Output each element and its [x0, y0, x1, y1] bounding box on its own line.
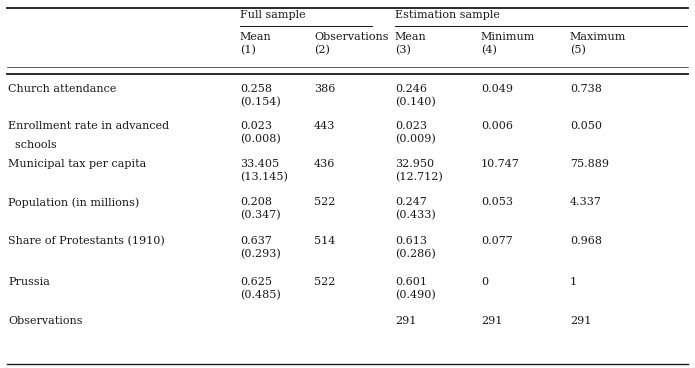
- Text: 0.968: 0.968: [570, 236, 602, 246]
- Text: 0.006: 0.006: [481, 121, 513, 131]
- Text: Observations
(2): Observations (2): [314, 32, 389, 56]
- Text: 0.625
(0.485): 0.625 (0.485): [240, 277, 281, 300]
- Text: 32.950
(12.712): 32.950 (12.712): [395, 159, 443, 182]
- Text: 0.023
(0.008): 0.023 (0.008): [240, 121, 281, 144]
- Text: 436: 436: [314, 159, 336, 169]
- Text: 514: 514: [314, 236, 336, 246]
- Text: 291: 291: [481, 316, 502, 326]
- Text: 0.077: 0.077: [481, 236, 513, 246]
- Text: schools: schools: [8, 140, 57, 150]
- Text: 0.601
(0.490): 0.601 (0.490): [395, 277, 436, 300]
- Text: 0.023
(0.009): 0.023 (0.009): [395, 121, 436, 144]
- Text: 0.637
(0.293): 0.637 (0.293): [240, 236, 281, 259]
- Text: 4.337: 4.337: [570, 197, 602, 207]
- Text: 0.246
(0.140): 0.246 (0.140): [395, 84, 436, 107]
- Text: 443: 443: [314, 121, 336, 131]
- Text: Population (in millions): Population (in millions): [8, 197, 140, 208]
- Text: 0.613
(0.286): 0.613 (0.286): [395, 236, 436, 259]
- Text: Full sample: Full sample: [240, 10, 305, 20]
- Text: Municipal tax per capita: Municipal tax per capita: [8, 159, 147, 169]
- Text: 291: 291: [570, 316, 591, 326]
- Text: 0: 0: [481, 277, 488, 287]
- Text: 522: 522: [314, 197, 336, 207]
- Text: 1: 1: [570, 277, 577, 287]
- Text: Share of Protestants (1910): Share of Protestants (1910): [8, 236, 165, 247]
- Text: Maximum
(5): Maximum (5): [570, 32, 626, 56]
- Text: 0.738: 0.738: [570, 84, 602, 93]
- Text: 0.049: 0.049: [481, 84, 513, 93]
- Text: Minimum
(4): Minimum (4): [481, 32, 535, 56]
- Text: 0.247
(0.433): 0.247 (0.433): [395, 197, 436, 220]
- Text: Observations: Observations: [8, 316, 83, 326]
- Text: 0.208
(0.347): 0.208 (0.347): [240, 197, 280, 220]
- Text: Enrollment rate in advanced: Enrollment rate in advanced: [8, 121, 170, 131]
- Text: Church attendance: Church attendance: [8, 84, 117, 93]
- Text: 33.405
(13.145): 33.405 (13.145): [240, 159, 288, 182]
- Text: 291: 291: [395, 316, 416, 326]
- Text: 0.053: 0.053: [481, 197, 513, 207]
- Text: Mean
(1): Mean (1): [240, 32, 272, 56]
- Text: 522: 522: [314, 277, 336, 287]
- Text: 0.258
(0.154): 0.258 (0.154): [240, 84, 281, 107]
- Text: 75.889: 75.889: [570, 159, 609, 169]
- Text: Estimation sample: Estimation sample: [395, 10, 500, 20]
- Text: 386: 386: [314, 84, 336, 93]
- Text: Prussia: Prussia: [8, 277, 50, 287]
- Text: 10.747: 10.747: [481, 159, 520, 169]
- Text: Mean
(3): Mean (3): [395, 32, 427, 56]
- Text: 0.050: 0.050: [570, 121, 602, 131]
